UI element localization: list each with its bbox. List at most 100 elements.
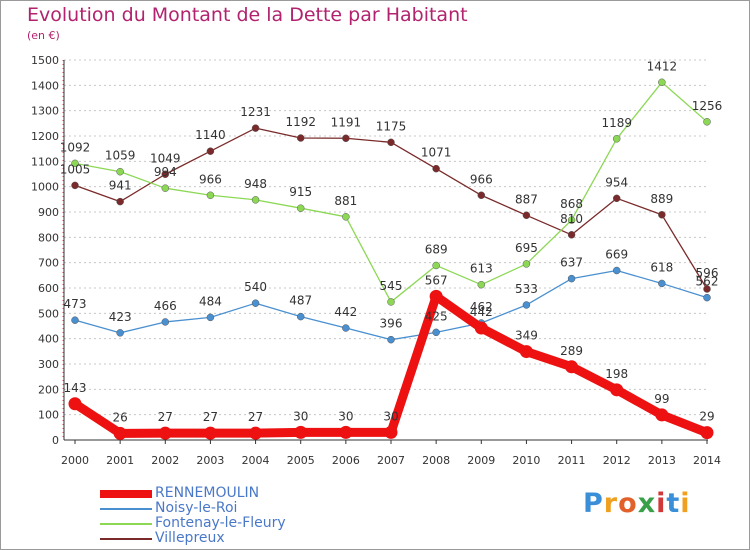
legend-label: RENNEMOULIN: [155, 485, 260, 501]
data-point: [429, 289, 443, 303]
data-point: [71, 181, 79, 190]
x-tick-label: 2005: [287, 454, 315, 467]
data-label: 462: [470, 300, 493, 314]
data-point: [339, 425, 353, 439]
data-label: 1005: [60, 162, 91, 176]
data-label: 567: [425, 273, 448, 287]
data-point: [655, 408, 669, 422]
legend-swatch-fontenay-le-fleury: [100, 523, 152, 525]
data-point: [251, 124, 260, 132]
y-tick-label: 400: [38, 333, 59, 346]
data-point: [387, 335, 395, 344]
x-tick-label: 2006: [332, 454, 360, 467]
data-label: 30: [293, 409, 308, 423]
data-label: 29: [699, 410, 714, 424]
chart-subtitle: (en €): [27, 29, 60, 42]
x-tick-label: 2003: [196, 454, 224, 467]
data-point: [432, 328, 440, 337]
data-point: [116, 329, 124, 337]
data-point: [612, 194, 621, 203]
y-tick-label: 1000: [31, 181, 59, 194]
legend-label: Villepreux: [155, 530, 225, 546]
data-point: [387, 138, 395, 147]
x-tick-label: 2008: [422, 454, 450, 467]
data-point: [161, 318, 170, 326]
data-label: 868: [560, 197, 583, 211]
data-point: [71, 159, 79, 168]
data-point: [296, 204, 305, 212]
data-point: [703, 285, 711, 293]
x-tick-label: 2009: [467, 454, 495, 467]
data-point: [700, 426, 714, 440]
data-label: 695: [515, 241, 538, 255]
y-tick-label: 1100: [31, 155, 59, 168]
data-label: 881: [334, 194, 357, 208]
data-label: 442: [334, 305, 357, 319]
data-label: 915: [289, 185, 312, 199]
data-label: 810: [560, 212, 583, 226]
data-label: 423: [109, 310, 132, 324]
data-point: [522, 260, 531, 268]
data-label: 27: [158, 410, 173, 424]
y-tick-label: 1400: [31, 79, 59, 92]
data-label: 1189: [601, 116, 632, 130]
data-point: [71, 316, 79, 324]
data-label: 596: [696, 266, 719, 280]
data-label: 1140: [195, 128, 226, 142]
data-label: 143: [64, 381, 87, 395]
data-label: 1049: [150, 151, 181, 165]
data-point: [703, 293, 711, 302]
data-point: [116, 197, 124, 206]
data-label: 994: [154, 165, 177, 179]
data-point: [251, 299, 260, 307]
data-point: [522, 211, 531, 220]
data-label: 1256: [692, 99, 723, 113]
data-label: 689: [425, 242, 448, 256]
y-tick-label: 1500: [31, 54, 59, 67]
data-point: [68, 397, 82, 411]
legend-swatch-rennemoulin: [100, 490, 152, 498]
data-point: [206, 313, 215, 322]
data-label: 466: [154, 299, 177, 313]
data-label: 487: [289, 294, 312, 308]
y-tick-label: 100: [38, 409, 59, 422]
data-point: [432, 164, 440, 173]
x-tick-label: 2007: [377, 454, 405, 467]
data-label: 442: [470, 305, 493, 319]
data-label: 198: [605, 367, 628, 381]
data-label: 948: [244, 177, 267, 191]
y-tick-label: 1200: [31, 130, 59, 143]
data-label: 966: [470, 172, 493, 186]
data-label: 425: [425, 309, 448, 323]
data-point: [206, 147, 215, 155]
data-point: [296, 312, 305, 321]
y-tick-label: 1300: [31, 105, 59, 118]
data-point: [565, 360, 579, 374]
data-point: [519, 345, 533, 359]
data-label: 26: [113, 410, 128, 424]
data-point: [294, 425, 308, 439]
data-label: 1191: [331, 115, 362, 129]
data-label: 30: [338, 409, 353, 423]
data-label: 1175: [376, 119, 407, 133]
data-point: [113, 426, 127, 440]
y-tick-label: 700: [38, 257, 59, 270]
legend-swatch-noisy-le-roi: [100, 508, 152, 510]
data-point: [387, 298, 395, 306]
y-tick-label: 0: [52, 434, 59, 447]
data-point: [658, 78, 666, 87]
y-tick-label: 900: [38, 206, 59, 219]
x-tick-label: 2014: [693, 454, 721, 467]
data-point: [477, 280, 486, 289]
data-label: 887: [515, 192, 538, 206]
data-point: [158, 426, 172, 440]
x-tick-label: 2010: [512, 454, 540, 467]
x-tick-label: 2013: [648, 454, 676, 467]
y-tick-label: 600: [38, 282, 59, 295]
data-label: 562: [696, 275, 719, 289]
data-point: [567, 231, 576, 239]
legend-swatch-villepreux: [100, 538, 152, 540]
data-label: 1092: [60, 140, 91, 154]
